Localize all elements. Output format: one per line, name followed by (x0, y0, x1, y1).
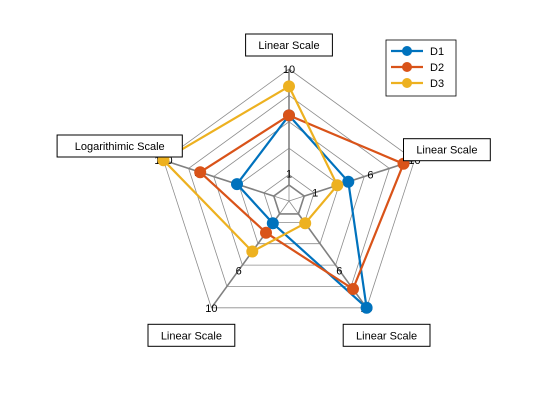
data-point-d3 (299, 217, 312, 230)
tick-label: 1 (286, 168, 292, 180)
grid-ring (238, 147, 340, 245)
legend-label: D3 (430, 78, 444, 90)
tick-label: 6 (367, 170, 373, 182)
axis-range-line (303, 159, 415, 197)
grid-ring (213, 121, 365, 266)
data-point-d1 (360, 301, 373, 314)
axis-label: Logarithimic Scale (75, 141, 165, 153)
tick-label: 1 (312, 188, 318, 200)
legend-marker-d3 (402, 78, 412, 88)
axis-label-box (342, 323, 431, 347)
data-point-d1 (342, 175, 355, 188)
axis-label: Linear Scale (356, 330, 417, 342)
data-point-d2 (283, 109, 295, 122)
legend-label: D2 (430, 62, 444, 74)
inner-ring (272, 184, 306, 215)
tick-label: 10 (283, 64, 295, 76)
tick-label: 6 (336, 265, 342, 277)
axis-label: Linear Scale (258, 40, 319, 52)
grid-ring (188, 94, 390, 287)
axis-label: Linear Scale (161, 330, 222, 342)
data-point-d2 (194, 166, 207, 179)
legend-marker-d2 (402, 62, 412, 72)
axis-label-box (403, 138, 491, 162)
series-line-d1 (235, 114, 368, 309)
data-point-d3 (246, 245, 259, 258)
grid-ring (163, 68, 415, 309)
axis-label-box (56, 134, 183, 158)
tick-label: 6 (236, 265, 242, 277)
series-line-d2 (199, 114, 405, 291)
tick-label: 10 (205, 303, 217, 315)
data-point-d2 (347, 283, 359, 295)
axis-label-box (245, 33, 333, 57)
legend-marker-d1 (402, 46, 412, 56)
axis-range-line (163, 159, 275, 197)
axis-label: Linear Scale (416, 145, 477, 157)
data-point-d2 (260, 226, 272, 239)
grid-ring (263, 174, 315, 223)
series-line-d3 (162, 85, 339, 253)
legend-label: D1 (430, 46, 444, 58)
data-point-d1 (231, 178, 243, 191)
data-point-d3 (283, 80, 295, 93)
axis-label-box (147, 323, 236, 347)
data-point-d3 (331, 179, 344, 192)
data-point-d1 (266, 217, 279, 230)
